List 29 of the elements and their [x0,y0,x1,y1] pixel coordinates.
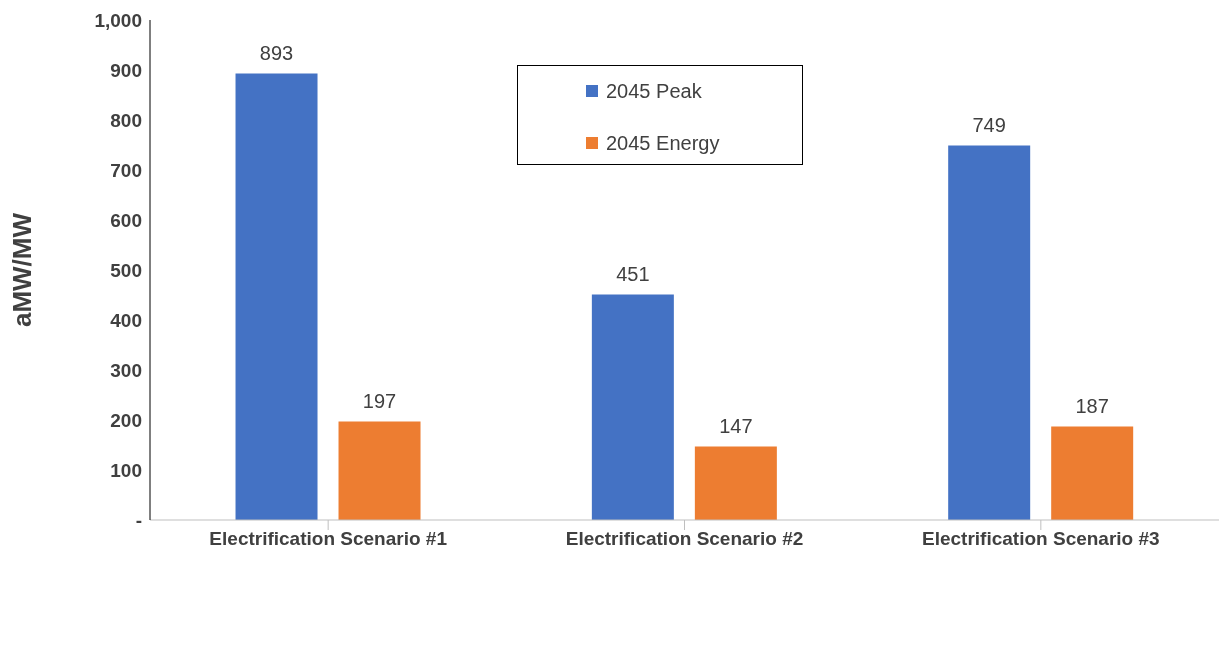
y-tick-label: 500 [110,259,142,281]
bar [948,145,1031,520]
bar [591,294,674,520]
y-tick-label: 300 [110,359,142,381]
bar [1051,426,1134,520]
y-axis-title: aMW/MW [7,212,38,328]
data-label: 893 [259,41,294,64]
bar [338,421,421,520]
x-tick-label: Electrification Scenario #1 [209,528,448,550]
data-label: 147 [719,414,753,437]
y-tick-label: 1,000 [94,9,142,31]
legend-label: 2045 Energy [606,131,720,155]
data-label: 187 [1075,394,1109,417]
y-tick-label: 700 [110,159,142,181]
bar [235,73,318,520]
legend-label: 2045 Peak [606,79,702,103]
y-tick-label: - [135,509,142,531]
x-tick-label: Electrification Scenario #3 [922,528,1160,550]
y-tick-label: 900 [110,59,142,81]
y-tick-label: 200 [110,409,142,431]
data-label: 197 [362,389,397,412]
x-tick-label: Electrification Scenario #2 [565,528,804,550]
y-tick-label: 600 [110,209,142,231]
data-label: 749 [972,113,1006,136]
bar [694,446,777,520]
y-tick-label: 800 [110,109,142,131]
y-tick-label: 400 [110,309,142,331]
data-label: 451 [616,262,650,285]
y-tick-label: 100 [110,459,142,481]
